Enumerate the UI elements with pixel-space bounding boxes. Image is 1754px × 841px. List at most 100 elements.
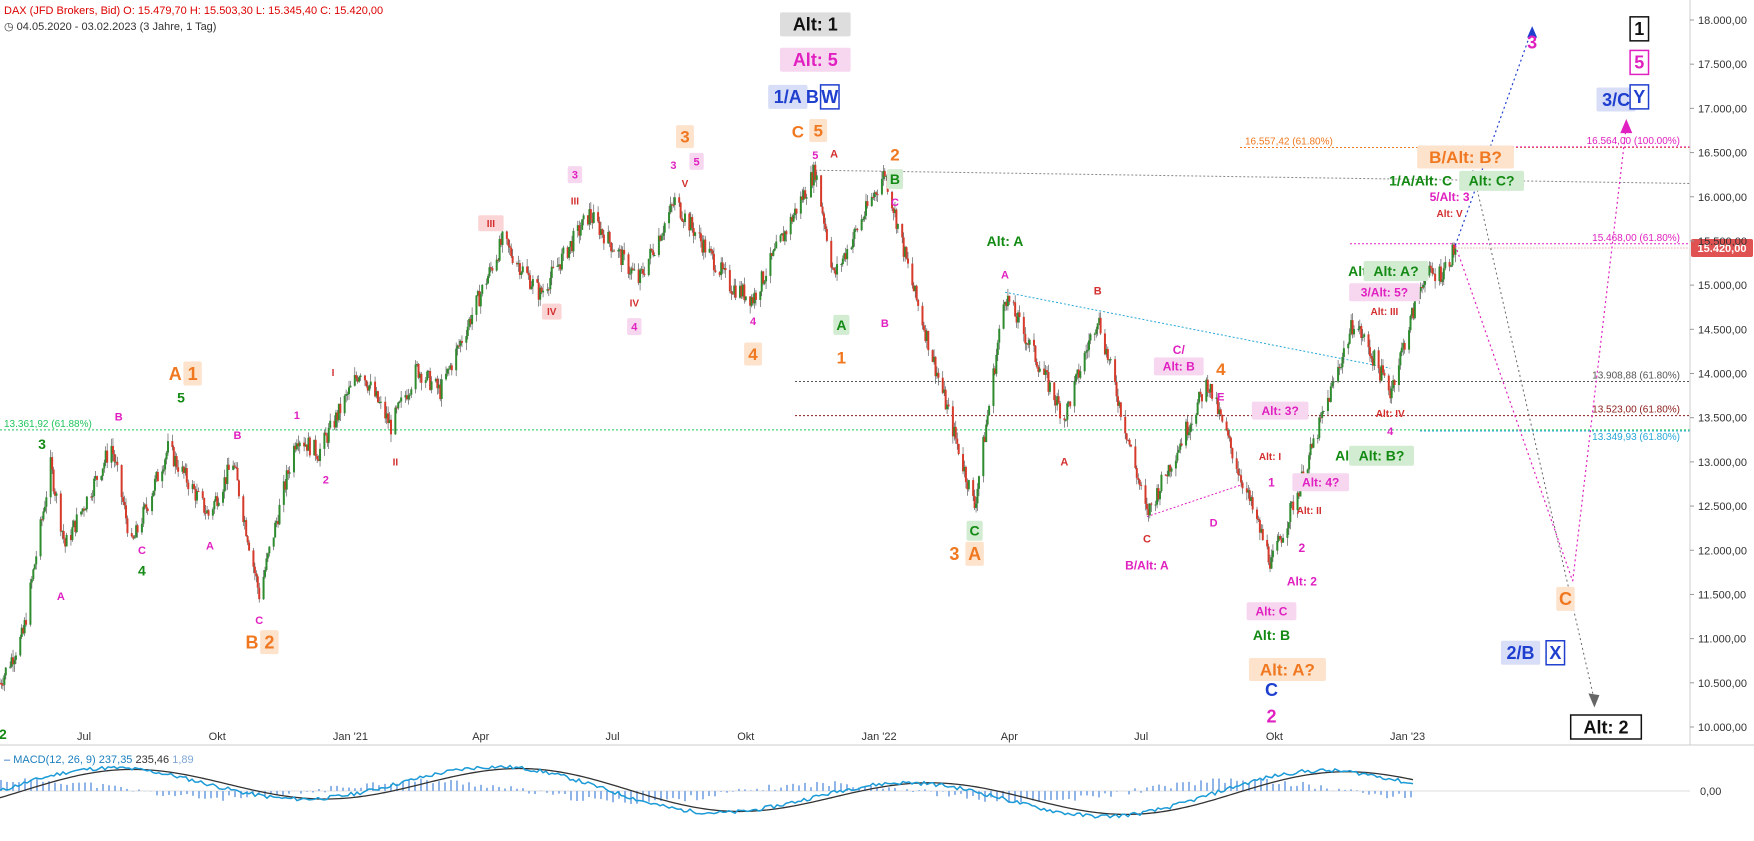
macd-histogram-bar [528,791,530,794]
macd-histogram-bar [996,791,998,802]
candle-body [633,269,636,271]
candle-body [1037,366,1040,372]
wave-label: 1/A/Alt: C [1389,173,1452,189]
candle-body [1347,343,1350,349]
wave-label: Alt: A? [1373,263,1418,279]
macd-histogram-bar [546,791,548,793]
candle-body [456,345,459,349]
candle-body [418,373,421,378]
y-tick-label: 11.500,00 [1698,589,1746,601]
candle-body [1024,334,1027,344]
candle-body [740,285,743,297]
price-axis[interactable]: 10.000,00 10.500,00 11.000,00 11.500,00 12.0… [0,0,1754,746]
candle-body [497,259,500,261]
candle-body [708,248,711,253]
candle-body [1282,537,1285,543]
macd-histogram-bar [882,788,884,791]
macd-histogram-bar [6,781,8,791]
macd-histogram-bar [1074,791,1076,801]
wave-label: A [169,364,182,384]
macd-histogram-bar [714,791,716,797]
macd-histogram-bar [114,785,116,791]
candle-body [388,419,391,424]
candle-body [74,520,77,533]
macd-histogram-bar [1068,791,1070,799]
candle-body [485,283,488,285]
candle-body [730,291,733,294]
candle-body [248,542,251,551]
candle-body [586,215,589,225]
candle-body [408,394,411,396]
candle-body [1025,343,1028,345]
wave-label: 1 [188,364,198,384]
candle-body [720,262,723,276]
candle-body [1297,492,1300,497]
candle-body [875,192,878,195]
candle-body [718,272,721,276]
y-tick-label: 15.000,00 [1698,280,1747,292]
candle-body [282,481,285,505]
candle-body [1140,484,1143,486]
wave-label-bg [1417,145,1514,169]
candle-body [316,455,319,460]
clock-icon: ◷ [4,21,14,33]
macd-legend[interactable]: – MACD(12, 26, 9) 237,35 235,46 1,89 [4,754,194,766]
macd-histogram-bar [1272,783,1274,791]
macd-histogram-bar [324,791,326,793]
macd-histogram-bar [450,780,452,791]
macd-histogram-bar [1254,779,1256,791]
candle-body [71,527,74,541]
candle-body [1187,432,1190,436]
candle-body [1177,449,1180,453]
wave-label: 2 [0,726,7,742]
candle-body [964,466,967,483]
candle-body [733,285,736,295]
macd-histogram-bar [558,791,560,794]
macd-histogram-bar [1368,791,1370,795]
candle-body [1103,333,1106,355]
candle-body [943,389,946,393]
time-axis[interactable]: Jul Okt Jan '21 Apr Jul Okt Jan '22 Apr Jul Okt Ja… [77,731,1425,743]
projection-alt [1472,170,1595,701]
wave-label-bg [1248,658,1326,682]
candle-body [140,523,143,533]
candle-body [385,413,388,419]
candle-body [460,340,463,343]
y-tick-label: 16.000,00 [1698,192,1747,204]
candle-body [1231,448,1234,459]
candle-body [400,397,403,402]
candle-body [814,164,817,180]
candle-body [1127,439,1130,441]
candle-body [536,279,539,283]
candle-body [772,250,775,256]
candle-body [465,336,468,343]
candle-body [1079,371,1082,378]
candle-body [791,216,794,222]
candlesticks: 15.420,00 [0,161,1753,692]
candle-body [1211,384,1214,399]
candle-body [1056,396,1059,406]
candle-body [983,436,986,442]
candle-body [815,175,818,180]
candle-body [1402,342,1405,348]
macd-histogram-bar [1008,791,1010,803]
candle-body [963,466,966,472]
macd-histogram-bar [1098,791,1100,798]
candle-body [424,380,427,383]
candle-body [547,289,550,291]
macd-histogram-bar [720,791,722,792]
wave-label: IV [547,307,557,318]
wave-label: A [968,544,981,564]
last-price-badge [1691,239,1753,258]
candle-body [1358,326,1361,329]
macd-histogram-bar [36,777,38,791]
candle-body [992,368,995,406]
y-tick-label: 17.000,00 [1698,103,1747,115]
candle-body [1353,329,1356,335]
candle-body [840,264,843,266]
candle-body [1088,340,1091,350]
candle-body [699,233,702,242]
candle-body [1043,368,1046,375]
wave-label: C/ [1173,343,1186,357]
